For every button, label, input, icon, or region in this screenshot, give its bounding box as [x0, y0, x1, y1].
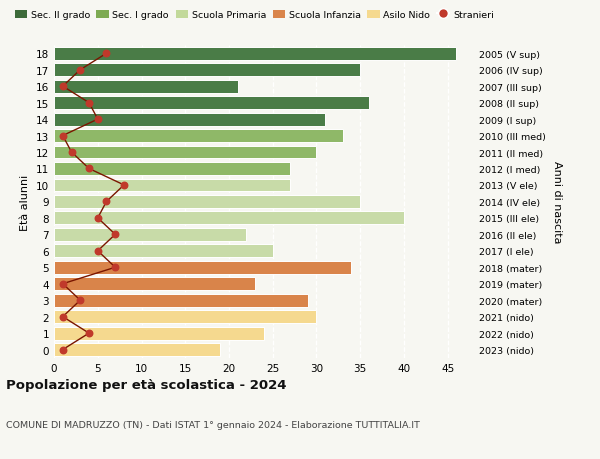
Bar	[54, 179, 290, 192]
Point	[58, 133, 68, 140]
Bar	[54, 130, 343, 143]
Point	[93, 215, 103, 222]
Legend: Sec. II grado, Sec. I grado, Scuola Primaria, Scuola Infanzia, Asilo Nido, Stran: Sec. II grado, Sec. I grado, Scuola Prim…	[11, 7, 497, 24]
Bar	[54, 278, 255, 291]
Text: COMUNE DI MADRUZZO (TN) - Dati ISTAT 1° gennaio 2024 - Elaborazione TUTTITALIA.I: COMUNE DI MADRUZZO (TN) - Dati ISTAT 1° …	[6, 420, 420, 429]
Bar	[54, 146, 317, 159]
Point	[119, 182, 129, 189]
Bar	[54, 245, 273, 257]
Point	[93, 247, 103, 255]
Bar	[54, 64, 360, 77]
Point	[84, 100, 94, 107]
Bar	[54, 48, 457, 61]
Bar	[54, 81, 238, 93]
Bar	[54, 229, 247, 241]
Point	[110, 264, 120, 271]
Point	[76, 297, 85, 304]
Bar	[54, 294, 308, 307]
Point	[102, 198, 112, 206]
Point	[84, 330, 94, 337]
Point	[84, 165, 94, 173]
Point	[76, 67, 85, 74]
Point	[110, 231, 120, 239]
Point	[58, 83, 68, 90]
Point	[102, 50, 112, 58]
Bar	[54, 113, 325, 126]
Y-axis label: Età alunni: Età alunni	[20, 174, 31, 230]
Y-axis label: Anni di nascita: Anni di nascita	[553, 161, 562, 243]
Bar	[54, 212, 404, 225]
Text: Popolazione per età scolastica - 2024: Popolazione per età scolastica - 2024	[6, 379, 287, 392]
Point	[58, 346, 68, 353]
Point	[67, 149, 76, 157]
Bar	[54, 311, 317, 323]
Bar	[54, 196, 360, 208]
Bar	[54, 327, 264, 340]
Bar	[54, 162, 290, 175]
Point	[58, 313, 68, 321]
Bar	[54, 97, 369, 110]
Point	[93, 116, 103, 123]
Point	[58, 280, 68, 288]
Bar	[54, 261, 352, 274]
Bar	[54, 343, 220, 356]
